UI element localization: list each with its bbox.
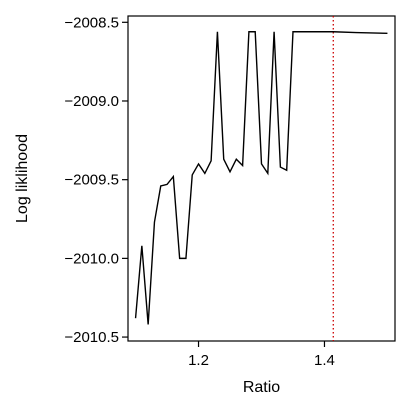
y-tick-label: −2009.5: [64, 172, 119, 189]
series-layer: [134, 31, 388, 325]
x-tick-label: 1.2: [188, 352, 209, 369]
x-tick-label: 1.4: [314, 352, 335, 369]
y-tick-label: −2010.5: [64, 329, 119, 346]
series-line: [134, 31, 388, 325]
y-axis-label: Log liklihood: [14, 134, 31, 223]
plot-frame: [127, 15, 396, 342]
x-axis-label: Ratio: [243, 379, 280, 396]
y-tick-label: −2009.0: [64, 93, 119, 110]
y-axis: −2008.5 −2009.0 −2009.5 −2010.0 −2010.5: [64, 14, 128, 346]
x-axis: 1.2 1.4: [188, 341, 335, 369]
plot-area: [127, 15, 396, 342]
y-tick-label: −2010.0: [64, 250, 119, 267]
y-tick-label: −2008.5: [64, 14, 119, 31]
